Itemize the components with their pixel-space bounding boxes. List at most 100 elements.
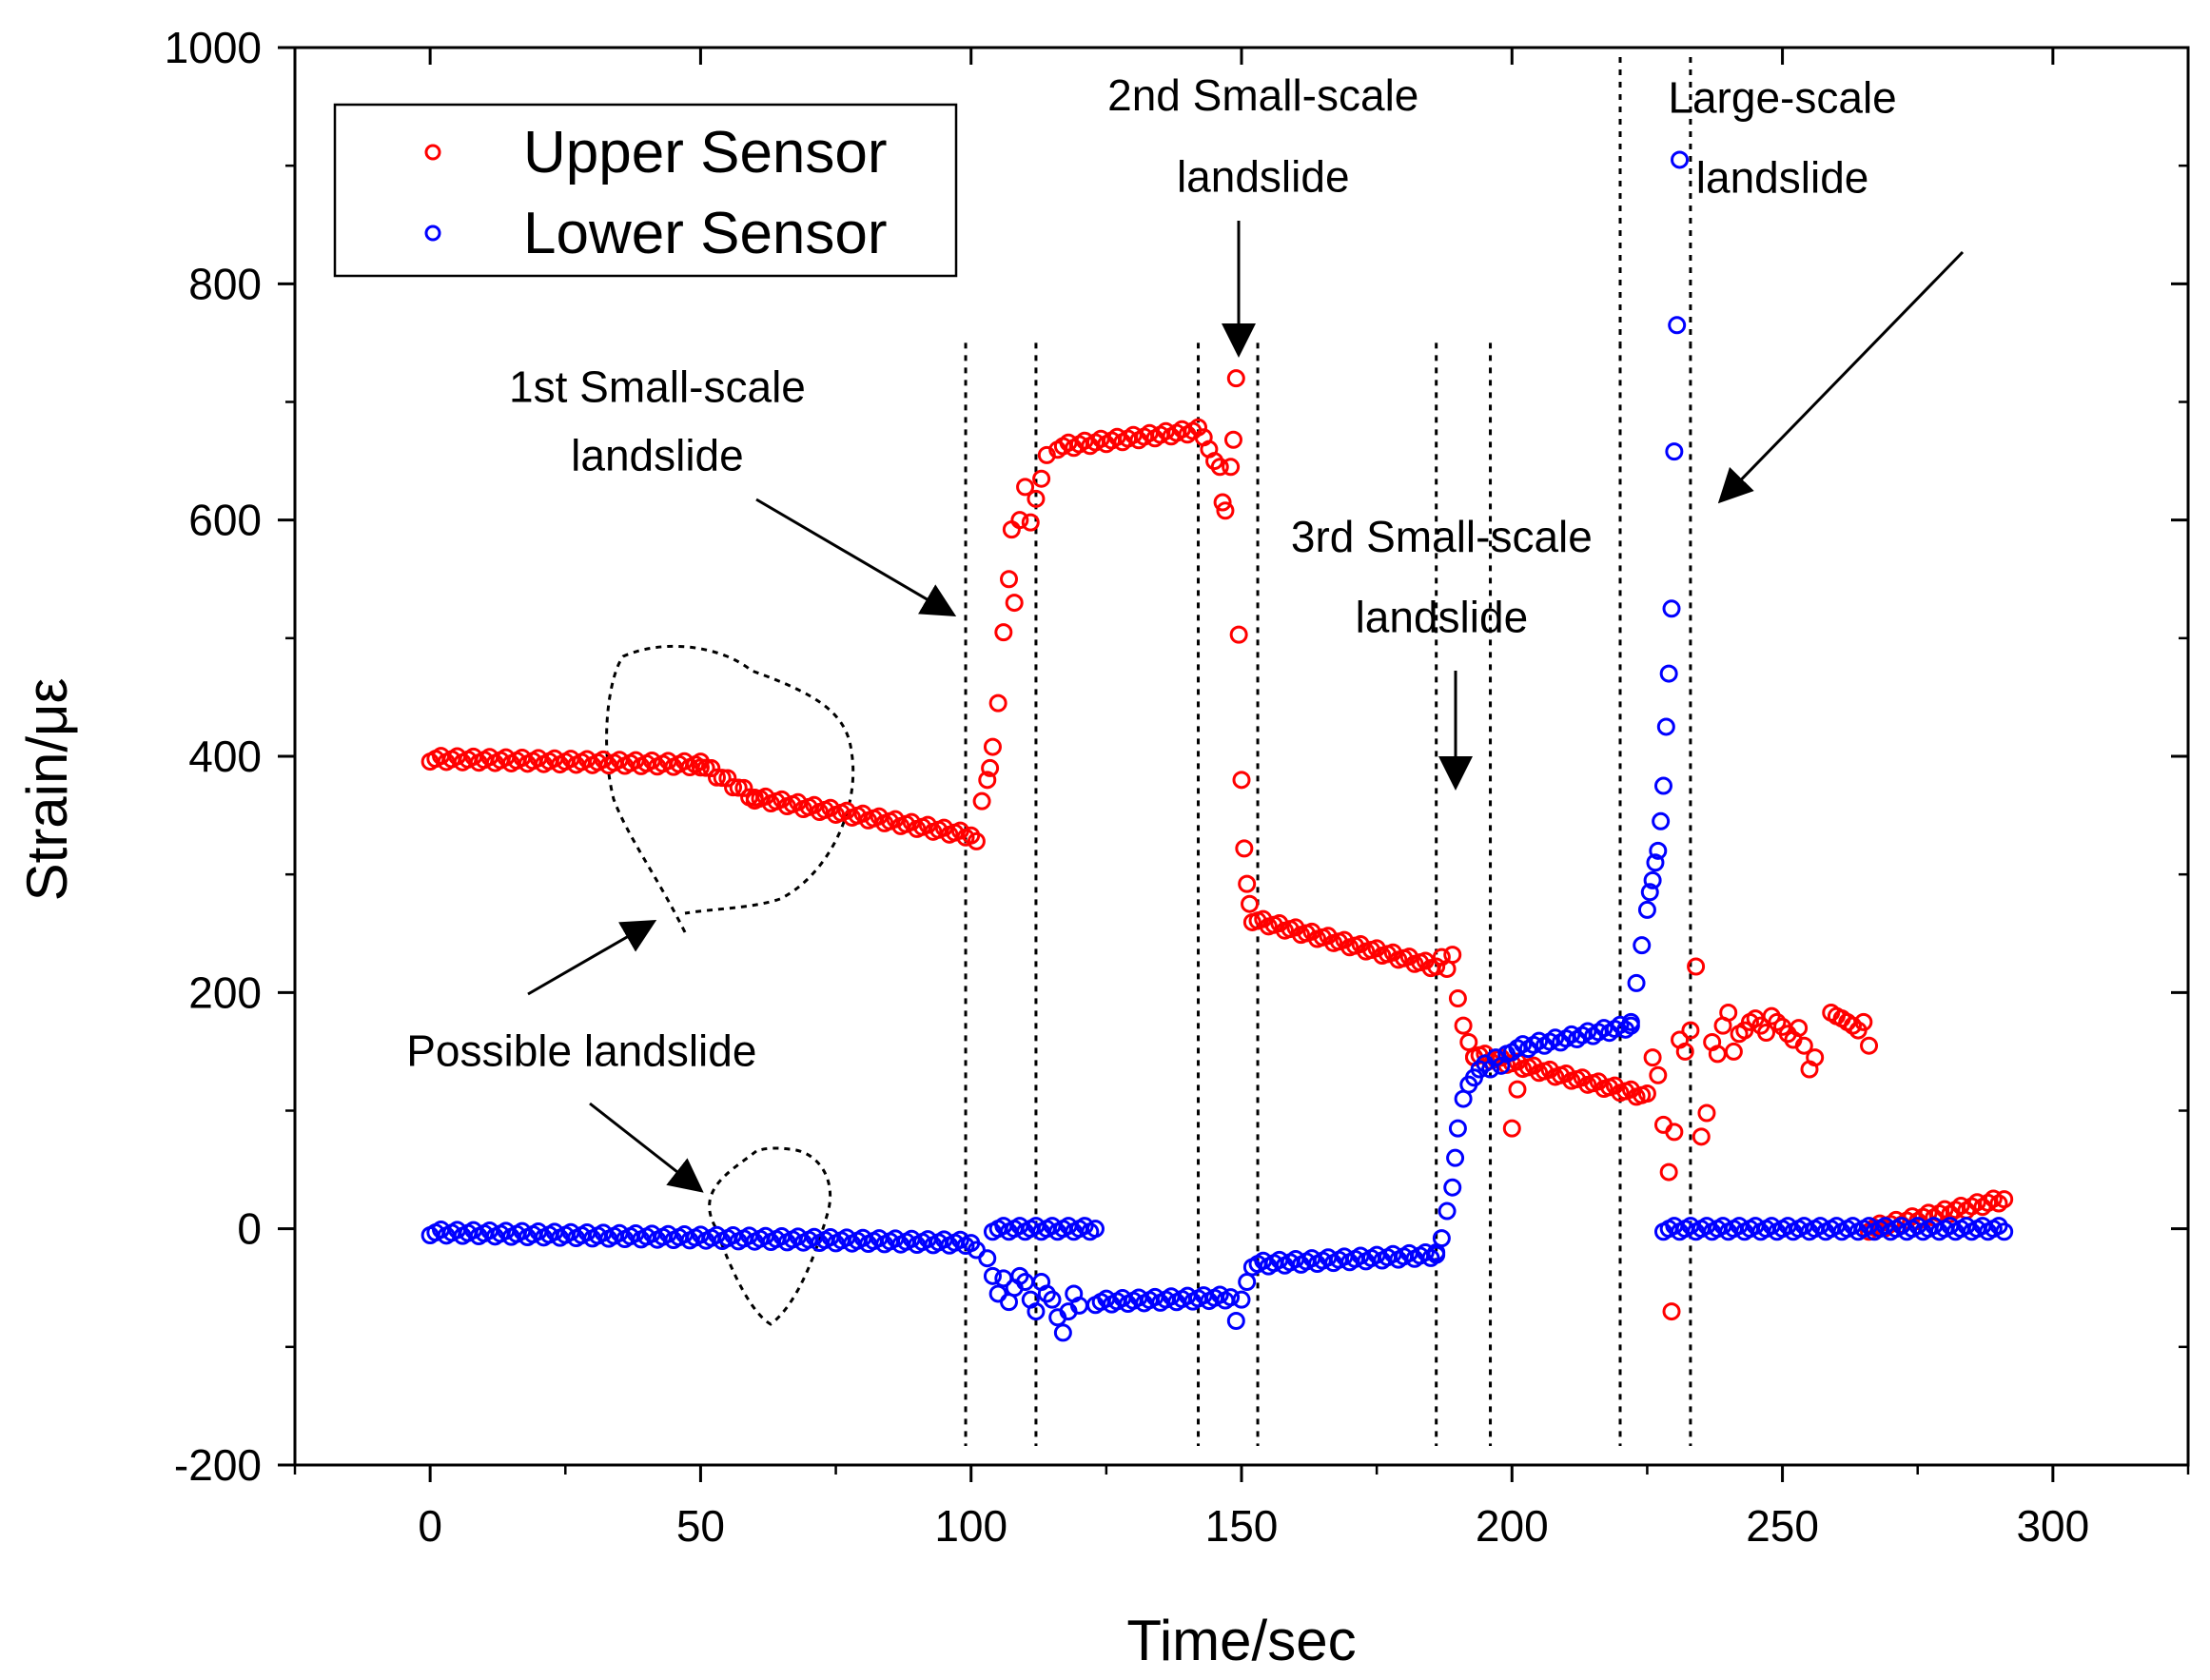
data-point — [1497, 1045, 1516, 1064]
annotation-label: 3rd Small-scale — [1291, 512, 1593, 561]
possible-landslide-outlines — [605, 644, 855, 1326]
data-point — [1210, 1285, 1229, 1304]
series-upper-sensor — [420, 369, 2014, 1321]
data-point — [1010, 511, 1029, 530]
data-point — [1027, 1302, 1046, 1321]
data-point — [1665, 1123, 1684, 1142]
data-point — [1768, 1012, 1787, 1031]
data-point — [1995, 1222, 2014, 1241]
data-point — [1594, 1019, 1613, 1038]
x-tick-label: 200 — [1476, 1501, 1549, 1551]
y-tick-label: 1000 — [165, 23, 262, 72]
data-point — [696, 758, 715, 777]
axes: 0 50 100 150 200 250 300 -200 0 200 400 600 800 1000 — [165, 23, 2190, 1551]
data-point — [1216, 501, 1235, 520]
data-point — [1860, 1036, 1879, 1055]
data-point — [1659, 1162, 1678, 1182]
data-point — [983, 737, 1002, 756]
data-point — [1668, 316, 1687, 335]
data-point — [1692, 1127, 1711, 1146]
data-point — [1021, 513, 1040, 532]
y-tick-label: -200 — [174, 1440, 262, 1490]
data-point — [1649, 1065, 1668, 1084]
annotation-label: Possible landslide — [406, 1026, 756, 1075]
annotation-label: 1st Small-scale — [509, 362, 806, 412]
data-point — [1665, 442, 1684, 461]
series-lower-sensor — [420, 150, 2014, 1342]
data-point — [1016, 478, 1035, 497]
data-point — [1027, 489, 1046, 508]
data-point — [1226, 369, 1245, 388]
annotation-label: landslide — [1696, 153, 1869, 203]
data-point — [1530, 1031, 1549, 1050]
data-point — [1235, 839, 1254, 858]
y-tick-label: 400 — [188, 732, 262, 781]
data-point — [1002, 520, 1021, 539]
data-point — [1232, 1290, 1251, 1309]
data-point — [1432, 1229, 1451, 1248]
possible-landslide-outline-upper — [605, 644, 855, 933]
data-point — [1069, 1296, 1088, 1315]
data-point — [988, 693, 1007, 713]
x-tick-label: 0 — [418, 1501, 442, 1551]
data-point — [1675, 1042, 1694, 1061]
data-point — [1459, 1032, 1478, 1051]
data-point — [1223, 430, 1242, 449]
arrow-possible-upper — [527, 920, 657, 996]
data-point — [1951, 1196, 1970, 1215]
data-point — [1659, 664, 1678, 683]
data-point — [1043, 1290, 1062, 1309]
arrow-large-landslide — [1717, 250, 1965, 504]
data-point — [994, 623, 1013, 642]
legend-marker-upper — [424, 144, 441, 161]
data-point — [1578, 1022, 1597, 1041]
data-point — [724, 778, 743, 797]
y-axis-title: Strain/με — [15, 678, 79, 902]
data-point — [1643, 1048, 1662, 1067]
data-point — [1446, 1148, 1465, 1167]
y-tick-label: 800 — [188, 259, 262, 308]
data-point — [1226, 1312, 1245, 1331]
annotation-label: landslide — [571, 431, 744, 480]
data-point — [1656, 717, 1675, 736]
data-point — [1637, 1084, 1656, 1103]
x-tick-label: 300 — [2016, 1501, 2089, 1551]
data-point — [1652, 811, 1671, 830]
data-point — [1514, 1035, 1533, 1054]
data-point — [691, 758, 710, 777]
legend-label-lower: Lower Sensor — [523, 201, 888, 266]
data-point — [983, 1266, 1002, 1285]
data-point — [713, 769, 732, 788]
data-point — [967, 831, 986, 850]
data-point — [1229, 625, 1248, 644]
data-point — [1687, 957, 1706, 976]
reference-lines — [964, 57, 1692, 1446]
data-point — [1794, 1036, 1813, 1055]
data-point — [1633, 936, 1652, 955]
data-point — [1222, 1288, 1241, 1307]
legend-label-upper: Upper Sensor — [523, 120, 888, 186]
annotation-arrows — [527, 221, 1965, 1193]
data-point — [1454, 1016, 1473, 1035]
x-tick-label: 150 — [1205, 1501, 1279, 1551]
x-tick-label: 50 — [676, 1501, 725, 1551]
data-point — [1984, 1189, 2003, 1208]
data-point — [707, 768, 726, 787]
x-tick-label: 100 — [934, 1501, 1007, 1551]
data-point — [1238, 1273, 1257, 1292]
annotations: 1st Small-scale landslide 2nd Small-scale l… — [406, 70, 1897, 1076]
data-point — [1005, 594, 1024, 613]
data-point — [1843, 1016, 1862, 1035]
data-point — [1053, 1323, 1072, 1342]
legend: Upper Sensor Lower Sensor — [333, 103, 958, 278]
data-point — [1437, 1201, 1457, 1221]
y-tick-label: 0 — [237, 1204, 262, 1254]
data-point — [1671, 150, 1690, 169]
x-axis-title: Time/sec — [1126, 1609, 1356, 1672]
data-point — [1241, 894, 1260, 913]
data-point — [1611, 1015, 1630, 1034]
data-point — [1443, 1178, 1462, 1197]
legend-marker-lower — [424, 225, 441, 242]
data-point — [1502, 1119, 1521, 1138]
data-point — [1222, 458, 1241, 477]
